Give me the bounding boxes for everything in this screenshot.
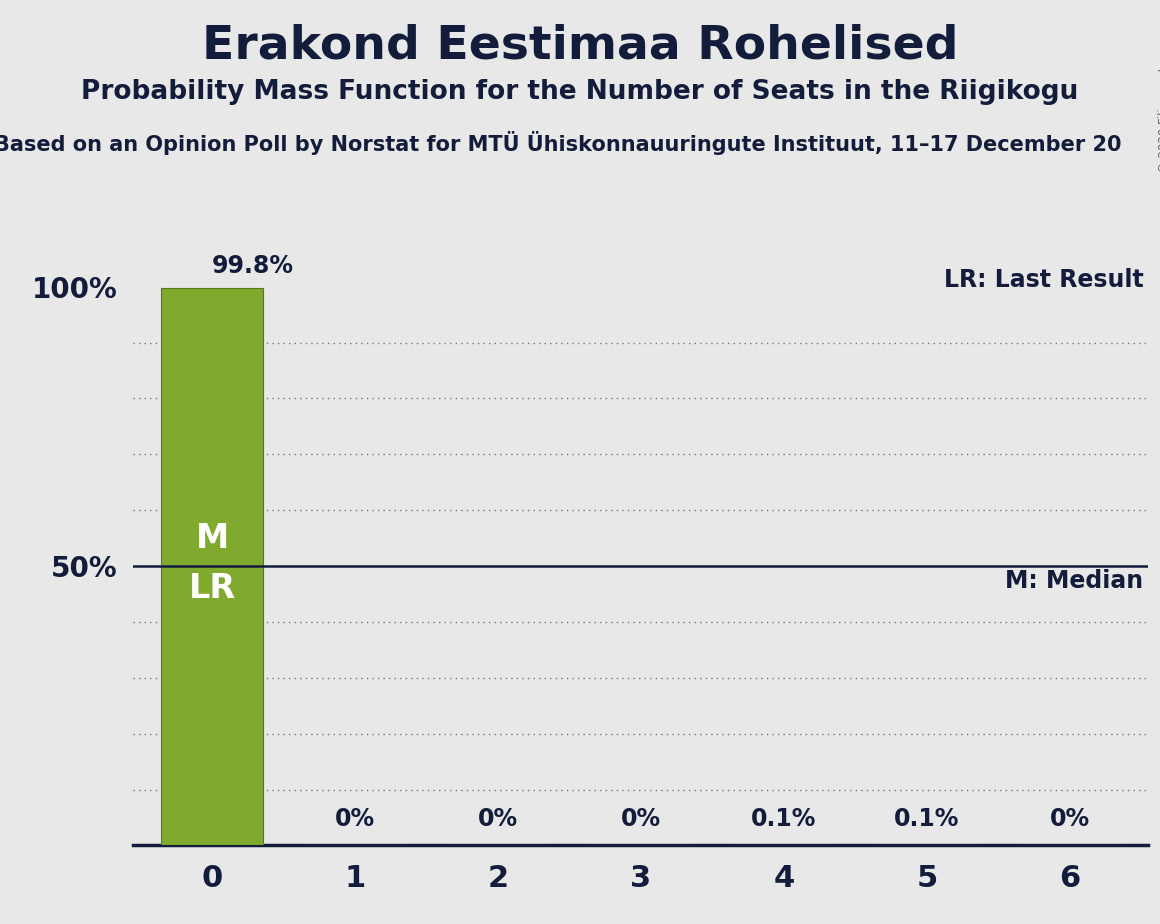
Text: Probability Mass Function for the Number of Seats in the Riigikogu: Probability Mass Function for the Number… bbox=[81, 79, 1079, 104]
Bar bbox=[160, 287, 263, 845]
Text: © 2020 Filip van Laenen: © 2020 Filip van Laenen bbox=[1158, 28, 1160, 173]
Text: 0%: 0% bbox=[335, 808, 375, 832]
Text: Based on an Opinion Poll by Norstat for MTÜ Ühiskonnauuringute Instituut, 11–17 : Based on an Opinion Poll by Norstat for … bbox=[0, 131, 1122, 155]
Text: 0.1%: 0.1% bbox=[752, 808, 817, 832]
Text: M: Median: M: Median bbox=[1006, 569, 1144, 593]
Text: 0%: 0% bbox=[478, 808, 519, 832]
Text: Erakond Eestimaa Rohelised: Erakond Eestimaa Rohelised bbox=[202, 23, 958, 68]
Text: 99.8%: 99.8% bbox=[212, 254, 293, 278]
Text: 0%: 0% bbox=[621, 808, 661, 832]
Text: 0%: 0% bbox=[1050, 808, 1090, 832]
Text: M: M bbox=[195, 522, 229, 554]
Text: LR: Last Result: LR: Last Result bbox=[943, 268, 1144, 291]
Text: 0.1%: 0.1% bbox=[894, 808, 959, 832]
Text: LR: LR bbox=[188, 572, 235, 605]
